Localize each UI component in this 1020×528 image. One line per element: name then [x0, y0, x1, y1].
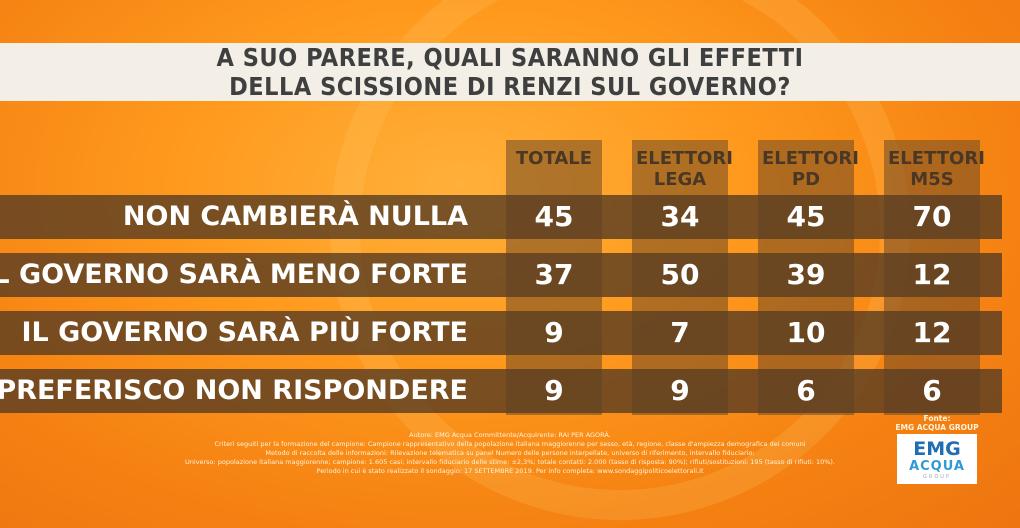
row-label: IL GOVERNO SARÀ PIÙ FORTE: [21, 317, 468, 348]
methodology-line: Periodo in cui è stato realizzato il son…: [316, 467, 704, 475]
value-cell: 7: [670, 316, 690, 349]
value-cell: 9: [670, 374, 690, 407]
column-header-line: ELETTORI: [762, 148, 859, 169]
logo-acqua-text: ACQUA: [909, 459, 965, 474]
column-header-line: ELETTORI: [888, 148, 985, 169]
value-cell: 12: [912, 258, 952, 291]
methodology-line: Criteri seguiti per la formazione del ca…: [214, 440, 806, 448]
value-cell: 9: [544, 316, 564, 349]
value-cell: 9: [544, 374, 564, 407]
value-cell: 50: [660, 258, 700, 291]
column-header-lega: ELETTORI LEGA: [636, 148, 733, 190]
methodology-note: Autore: EMG Acqua Committente/Acquirente…: [160, 431, 860, 476]
column-header-m5s: ELETTORI M5S: [888, 148, 985, 190]
table-row: [0, 311, 1002, 355]
methodology-line: Metodo di raccolta delle informazioni: R…: [265, 449, 755, 457]
value-cell: 39: [786, 258, 826, 291]
table-row: [0, 195, 1002, 239]
title-line-1: A SUO PARERE, QUALI SARANNO GLI EFFETTI: [216, 43, 804, 72]
column-header-line: ELETTORI: [636, 148, 733, 169]
source-name: EMG ACQUA GROUP: [895, 423, 979, 432]
value-cell: 37: [534, 258, 574, 291]
table-row: [0, 369, 1002, 413]
logo-emg-text: EMG: [913, 438, 961, 460]
methodology-line: Universo: popolazione italiana maggioren…: [184, 458, 836, 466]
title-band: [0, 43, 1020, 101]
value-cell: 45: [786, 200, 826, 233]
methodology-line: Autore: EMG Acqua Committente/Acquirente…: [409, 431, 611, 439]
value-cell: 70: [912, 200, 952, 233]
value-cell: 6: [796, 374, 816, 407]
title-line-2: DELLA SCISSIONE DI RENZI SUL GOVERNO?: [229, 72, 791, 101]
column-header-line: PD: [791, 169, 821, 190]
column-header-pd: ELETTORI PD: [762, 148, 859, 190]
column-header-totale: TOTALE: [510, 148, 598, 169]
row-label: PREFERISCO NON RISPONDERE: [0, 375, 468, 406]
emg-logo: EMG ACQUA GROUP: [897, 434, 977, 484]
column-header-line: M5S: [910, 169, 954, 190]
source-label: Fonte:: [923, 414, 951, 423]
column-header-line: TOTALE: [515, 148, 593, 169]
logo-group-text: GROUP: [923, 474, 951, 480]
value-cell: 6: [922, 374, 942, 407]
value-cell: 45: [534, 200, 574, 233]
value-cell: 10: [786, 316, 826, 349]
value-cell: 34: [660, 200, 700, 233]
source-note: Fonte: EMG ACQUA GROUP: [882, 414, 992, 432]
row-label: NON CAMBIERÀ NULLA: [122, 201, 468, 232]
column-header-line: LEGA: [653, 169, 707, 190]
row-label: IL GOVERNO SARÀ MENO FORTE: [0, 259, 468, 290]
value-cell: 12: [912, 316, 952, 349]
table-row: [0, 253, 1002, 297]
